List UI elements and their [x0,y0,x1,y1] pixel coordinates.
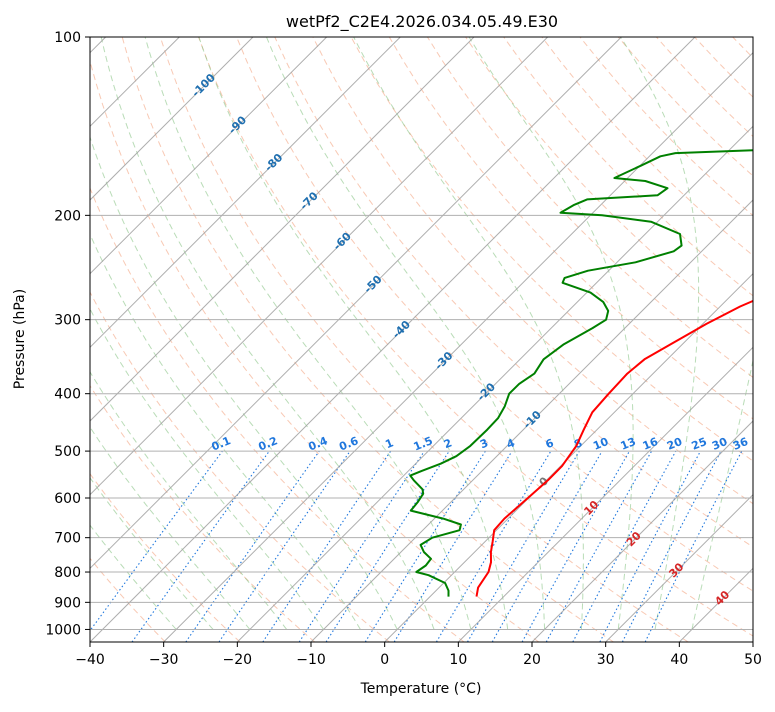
x-axis: −40 −30 −20 −10 0 10 20 30 40 50 [75,642,762,668]
mixing-ratio-line [546,451,651,642]
moist-adiabat [101,37,434,629]
mixing-ratio-line [326,451,449,642]
positive-isotherm-label: 0 [537,474,552,489]
y-tick-label: 800 [54,565,81,581]
mixing-ratio-line [436,451,551,642]
dry-adiabat [275,37,775,642]
mixing-ratio-label: 25 [690,435,709,453]
y-tick-label: 900 [54,595,81,611]
dry-adiabat [8,37,390,642]
y-tick-label: 100 [54,30,81,46]
isotherm-label: -10 [521,408,544,431]
mixing-ratio-label: 16 [641,435,660,453]
y-tick-label: 300 [54,313,81,329]
y-axis: 100 200 300 400 500 600 700 800 900 1000 [45,30,90,638]
dry-adiabat [389,37,775,642]
isotherm-line [532,37,775,642]
mixing-ratio-line [622,451,721,642]
dry-adiabat [466,37,775,642]
moist-adiabat [692,37,775,629]
x-tick-label: 40 [670,652,688,668]
dry-adiabat [504,37,775,642]
mixing-ratio-label: 10 [591,435,610,453]
isotherm-line [0,37,327,642]
mixing-ratio-line [82,451,223,642]
temperature-line [477,37,775,597]
mixing-ratio-line [573,451,676,642]
mixing-ratio-label: 3 [478,436,490,451]
positive-isotherm-label: 40 [712,588,732,608]
isotherm-label: -70 [298,189,321,212]
dry-adiabat [771,37,775,642]
positive-isotherm-label: 10 [581,498,601,518]
x-tick-label: 10 [449,652,467,668]
dry-adiabat [695,37,775,642]
y-tick-label: 1000 [45,622,81,638]
mixing-ratio-line [600,451,701,642]
isotherm-label: -20 [475,380,498,403]
isotherm-line [90,37,695,642]
isotherm-label: -60 [331,230,354,253]
x-tick-label: −40 [75,652,105,668]
mixing-ratio-line [219,451,350,642]
isotherm-label: -80 [262,151,285,174]
x-axis-label: Temperature (°C) [360,681,482,697]
isotherm-label: -90 [226,113,249,136]
x-tick-label: −10 [296,652,326,668]
isotherm-label: -40 [390,318,413,341]
chart-title: wetPf2_C2E4.2026.034.05.49.E30 [286,12,558,32]
dry-adiabat [237,37,775,642]
plot-frame [90,37,753,642]
isotherm-line [679,37,775,642]
mixing-ratio-label: 2 [442,436,454,451]
isotherm-line [0,37,253,642]
isotherm-label: -50 [361,273,384,296]
mixing-ratio-line [365,451,485,642]
x-tick-label: 50 [744,652,762,668]
x-tick-label: −20 [223,652,253,668]
dry-adiabat [733,37,775,642]
background-lines [0,37,775,642]
dry-adiabat [656,37,775,642]
dry-adiabat [351,37,775,642]
y-tick-label: 500 [54,444,81,460]
y-tick-label: 700 [54,531,81,547]
isotherm-labels: -100-90-80-70-60-50-40-30-20-10010203040… [189,71,750,608]
y-tick-label: 200 [54,208,81,224]
moist-adiabat [0,37,250,629]
moist-adiabat [354,37,584,629]
moist-adiabat [0,37,213,629]
positive-isotherm-label: 30 [666,560,686,580]
y-tick-label: 600 [54,491,81,507]
isotherm-line [753,37,775,642]
y-axis-label: Pressure (hPa) [12,289,28,389]
isotherm-label: -30 [432,349,455,372]
mixing-ratio-label: 20 [665,435,684,453]
mixing-ratio-label: 13 [619,435,638,453]
isotherm-line [385,37,775,642]
mixing-ratio-label: 6 [544,436,556,451]
dry-adiabat [84,37,539,642]
isotherm-line [237,37,775,642]
x-tick-label: 0 [380,652,389,668]
x-tick-label: −30 [149,652,179,668]
dry-adiabat [427,37,775,642]
mixing-ratio-label: 30 [710,435,729,453]
x-tick-label: 30 [597,652,615,668]
mixing-ratio-label: 36 [731,435,750,453]
dry-adiabat [542,37,775,642]
dry-adiabat [0,37,240,642]
dry-adiabat [0,37,315,642]
x-tick-label: 20 [523,652,541,668]
isotherm-line [0,37,400,642]
y-tick-label: 400 [54,387,81,403]
